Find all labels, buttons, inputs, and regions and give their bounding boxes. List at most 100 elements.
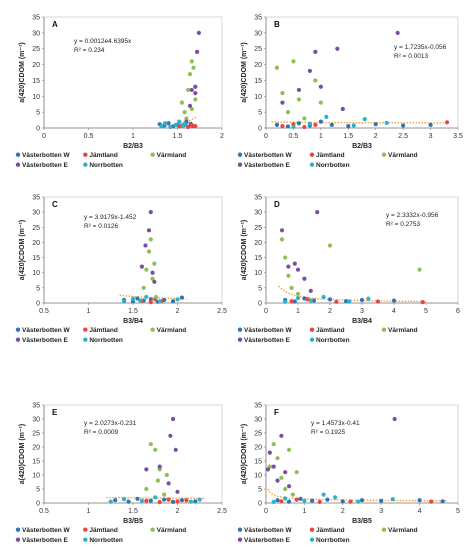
data-point [285,124,291,129]
legend-marker [309,162,315,167]
data-point [313,49,318,54]
y-axis-title: a(420)CDOM (m⁻¹) [19,424,26,484]
y-tick-label: 20 [254,445,262,452]
data-point [175,489,180,494]
x-axis-title: B3/B4 [352,318,372,325]
data-point [275,456,280,461]
trend-equation: y = 1.4573x-0.41 [311,420,360,427]
legend-marker [83,527,88,532]
y-tick-label: 5 [258,487,262,494]
y-tick-label: 30 [254,210,262,217]
x-tick-label: 2.5 [217,508,227,515]
data-point [291,124,296,129]
y-axis-title: a(420)CDOM (m⁻¹) [241,42,248,102]
legend-label: Jämtland [316,527,345,534]
legend-marker [150,152,155,157]
y-tick-label: 15 [254,255,262,262]
data-point [286,264,291,269]
chart-panel-b: 0 5 10 15 20 25 30 35 0 0.5 1 1.5 2 2.5 3 3.5 B2/B3 a(420… [237,15,463,169]
legend-label: Västerbotten E [244,537,291,544]
x-tick-label: 1 [302,508,306,515]
data-point [440,499,445,504]
data-point [197,497,202,502]
x-tick-label: 2.5 [217,308,227,315]
data-point [356,499,361,504]
data-point [182,121,187,126]
data-point [179,295,185,300]
y-tick-label: 10 [32,94,40,101]
data-point [146,249,152,254]
data-point [168,433,173,438]
data-point [313,122,318,127]
data-point [295,291,301,297]
data-point [351,123,356,128]
x-axis-title: B3/B5 [123,518,143,525]
x-tick-label: 2 [220,133,224,140]
data-point [184,116,189,121]
data-point [302,296,307,301]
data-point [286,484,292,489]
data-point [153,447,158,452]
y-tick-label: 10 [32,270,40,277]
legend-marker [15,537,21,542]
chart-panel-f: 0 5 10 15 20 25 30 35 0 1 2 3 4 5 B3/B5 a(420)CDOM (m⁻¹… [237,403,460,544]
y-axis-title: a(420)CDOM (m⁻¹) [19,42,26,102]
data-point [340,106,345,112]
data-point [317,499,322,504]
y-tick-label: 0 [258,126,262,133]
legend-label: Jämtland [89,152,118,159]
legend-label: Norrbotten [316,537,350,544]
legend-label: Värmland [157,152,187,159]
y-tick-label: 0 [36,126,40,133]
data-point [144,498,149,503]
data-point [307,121,312,126]
data-point [279,499,284,504]
x-axis-title: B2/B3 [123,143,143,150]
data-point [144,467,149,472]
legend-marker [15,337,21,342]
data-point [157,500,162,505]
data-point [290,492,295,497]
chart-panel-e: 0 5 10 15 20 25 30 35 0.5 1 1.5 2 2.5 B3/B5 a(420)CDOM… [15,403,227,544]
legend-label: Västerbotten W [244,327,293,334]
data-point [311,298,317,303]
data-point [186,87,191,93]
legend-marker [237,327,243,332]
legend-marker [150,327,155,332]
legend-label: Norrbotten [316,162,350,169]
x-tick-label: 5 [424,308,428,315]
data-point [153,495,158,500]
y-tick-label: 0 [258,501,262,508]
data-point [417,498,422,503]
data-point [428,122,433,127]
data-point [193,123,198,129]
data-point [271,442,276,447]
trendline [271,121,447,124]
legend-marker [237,152,243,157]
r-squared: R² = 0.0013 [394,53,429,60]
legend-label: Västerbotten W [22,152,71,159]
data-point [327,297,333,302]
legend-marker [150,527,155,532]
x-tick-label: 4 [392,308,396,315]
legend-marker [309,537,315,542]
data-point [302,498,307,503]
legend-marker [83,327,88,332]
r-squared: R² = 0.0126 [84,223,119,230]
data-point [321,492,326,497]
y-tick-label: 0 [258,301,262,308]
y-tick-label: 20 [254,62,262,69]
y-tick-label: 25 [254,46,262,53]
data-point [179,498,185,503]
x-tick-label: 0 [264,133,268,140]
y-tick-label: 25 [254,225,262,232]
data-point [318,84,323,89]
legend-marker [83,162,88,167]
x-tick-label: 1.5 [343,133,353,140]
legend-marker [309,327,315,332]
data-point [294,497,299,502]
legend-marker [83,537,88,542]
data-point [327,243,333,248]
data-point [359,297,365,303]
y-tick-label: 5 [36,285,40,292]
